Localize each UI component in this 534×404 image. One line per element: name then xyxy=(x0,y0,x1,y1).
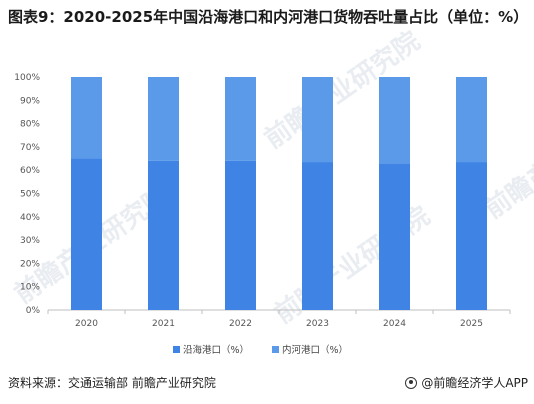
y-tick-label: 10% xyxy=(20,283,40,293)
legend-label-coastal: 沿海港口（%） xyxy=(183,344,249,356)
legend-label-inland: 内河港口（%） xyxy=(282,344,348,356)
legend-swatch-inland xyxy=(272,346,279,353)
y-tick-label: 80% xyxy=(20,120,40,130)
bar-segment-inland xyxy=(302,77,333,163)
brand-credit: @前瞻经济学人APP xyxy=(405,374,528,391)
bar-segment-coastal xyxy=(71,158,102,310)
x-tick-label: 2022 xyxy=(229,319,252,329)
x-tick-label: 2024 xyxy=(383,319,406,329)
y-tick-label: 40% xyxy=(20,213,40,223)
bar-segment-coastal xyxy=(456,162,487,310)
x-tick-label: 2023 xyxy=(306,319,329,329)
brand-label: @前瞻经济学人APP xyxy=(421,376,528,390)
y-tick-label: 70% xyxy=(20,143,40,153)
bar-segment-coastal xyxy=(148,160,179,310)
chart-title: 图表9：2020-2025年中国沿海港口和内河港口货物吞吐量占比（单位：%） xyxy=(8,8,529,26)
y-tick-label: 60% xyxy=(20,166,40,176)
y-tick-label: 100% xyxy=(14,73,40,83)
source-note: 资料来源：交通运输部 前瞻产业研究院 xyxy=(8,376,216,390)
y-tick-label: 50% xyxy=(20,190,40,200)
bar-segment-coastal xyxy=(225,160,256,310)
y-tick-label: 90% xyxy=(20,96,40,106)
bar-segment-coastal xyxy=(302,162,333,310)
bar-segment-inland xyxy=(379,77,410,164)
bar-segment-inland xyxy=(225,77,256,161)
bar-segment-coastal xyxy=(379,163,410,310)
x-tick-label: 2021 xyxy=(152,319,175,329)
x-tick-label: 2025 xyxy=(460,319,483,329)
brand-logo-icon xyxy=(405,376,418,389)
bar-segment-inland xyxy=(148,77,179,161)
y-tick-label: 0% xyxy=(26,306,41,316)
x-tick-label: 2020 xyxy=(75,319,98,329)
legend-swatch-coastal xyxy=(173,346,180,353)
bar-segment-inland xyxy=(71,77,102,159)
bar-segment-inland xyxy=(456,77,487,163)
y-tick-label: 30% xyxy=(20,236,40,246)
y-tick-label: 20% xyxy=(20,259,40,269)
